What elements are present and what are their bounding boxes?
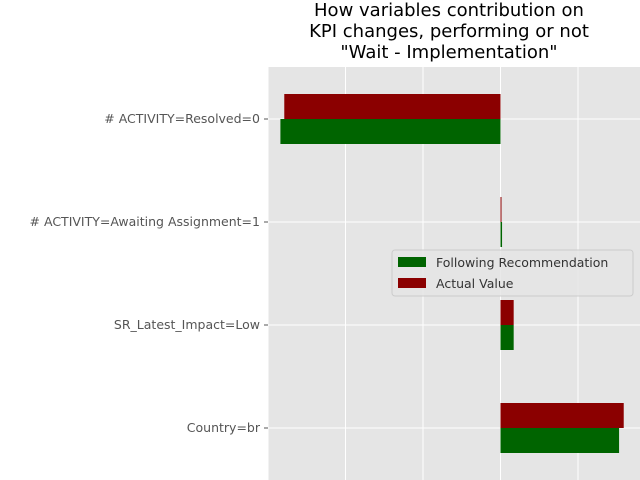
legend-swatch-following-recommendation bbox=[398, 257, 426, 267]
y-tick-label: # ACTIVITY=Awaiting Assignment=1 bbox=[30, 214, 260, 229]
bar-actual-value-2 bbox=[500, 300, 514, 325]
legend: Following Recommendation Actual Value bbox=[391, 249, 634, 297]
bar-actual-value-3 bbox=[500, 403, 624, 428]
bar-following-recommendation-1 bbox=[500, 222, 503, 247]
legend-label-actual-value: Actual Value bbox=[436, 276, 514, 291]
bar-following-recommendation-0 bbox=[280, 119, 501, 144]
bar-actual-value-0 bbox=[284, 94, 501, 119]
chart-title-line-1: How variables contribution on bbox=[314, 0, 584, 21]
bars bbox=[280, 94, 624, 453]
y-tick-label: Country=br bbox=[187, 420, 261, 435]
y-tick-label: # ACTIVITY=Resolved=0 bbox=[104, 111, 260, 126]
bar-actual-value-1 bbox=[500, 197, 502, 222]
legend-swatch-actual-value bbox=[398, 278, 426, 288]
chart-title-line-3: "Wait - Implementation" bbox=[340, 42, 557, 63]
y-tick-labels: # ACTIVITY=Resolved=0 # ACTIVITY=Awaiting… bbox=[30, 111, 268, 435]
bar-following-recommendation-2 bbox=[500, 325, 514, 350]
chart-title-line-2: KPI changes, performing or not bbox=[309, 21, 589, 42]
legend-label-following-recommendation: Following Recommendation bbox=[436, 255, 608, 270]
legend-box bbox=[391, 249, 634, 297]
bar-following-recommendation-3 bbox=[500, 428, 620, 453]
chart-title: How variables contribution on KPI change… bbox=[309, 0, 589, 63]
y-tick-label: SR_Latest_Impact=Low bbox=[114, 317, 260, 332]
